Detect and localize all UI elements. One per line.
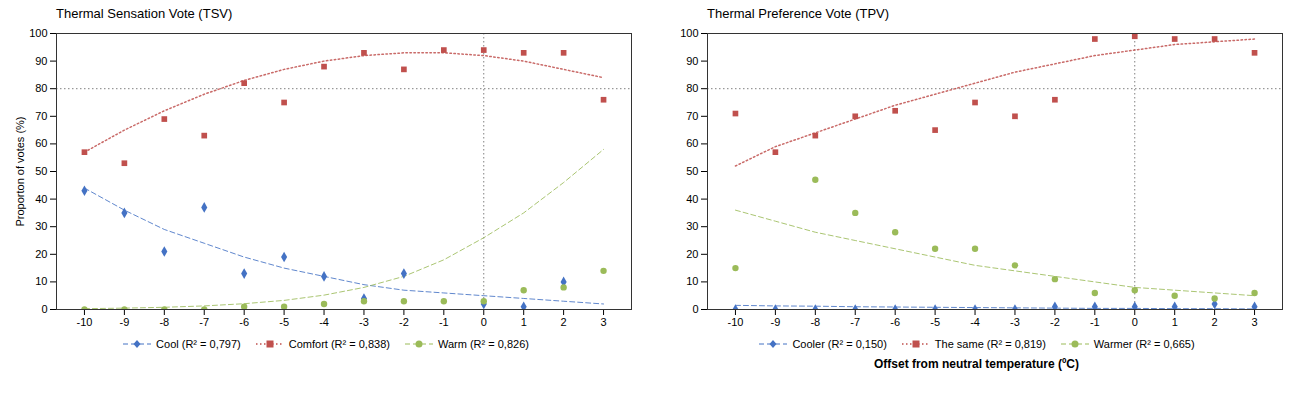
svg-text:70: 70 bbox=[35, 110, 47, 122]
svg-text:-6: -6 bbox=[239, 316, 249, 328]
html-text:The same (R² = 0,819): The same (R² = 0,819) bbox=[934, 338, 1046, 350]
svg-text:60: 60 bbox=[686, 137, 698, 149]
svg-text:10: 10 bbox=[686, 275, 698, 287]
svg-text:-5: -5 bbox=[930, 316, 940, 328]
svg-text:0: 0 bbox=[41, 303, 47, 315]
svg-text:-9: -9 bbox=[770, 316, 780, 328]
svg-text:-2: -2 bbox=[1050, 316, 1060, 328]
svg-text:2: 2 bbox=[1212, 316, 1218, 328]
svg-text:40: 40 bbox=[35, 193, 47, 205]
html-text:Thermal Preference Vote (TPV): Thermal Preference Vote (TPV) bbox=[707, 6, 890, 21]
svg-text:10: 10 bbox=[35, 275, 47, 287]
svg-text:-8: -8 bbox=[159, 316, 169, 328]
svg-text:40: 40 bbox=[686, 193, 698, 205]
svg-text:-1: -1 bbox=[439, 316, 449, 328]
html-text:Warm (R² = 0,826): Warm (R² = 0,826) bbox=[437, 338, 529, 350]
svg-text:1: 1 bbox=[1172, 316, 1178, 328]
svg-text:100: 100 bbox=[29, 27, 47, 39]
svg-text:-4: -4 bbox=[319, 316, 329, 328]
svg-text:3: 3 bbox=[600, 316, 606, 328]
svg-text:20: 20 bbox=[35, 248, 47, 260]
svg-text:2: 2 bbox=[561, 316, 567, 328]
svg-text:Proporton of votes (%): Proporton of votes (%) bbox=[14, 116, 26, 226]
svg-text:-7: -7 bbox=[850, 316, 860, 328]
html-text:Warmer (R² = 0,665): Warmer (R² = 0,665) bbox=[1093, 338, 1195, 350]
svg-text:-9: -9 bbox=[119, 316, 129, 328]
svg-text:-2: -2 bbox=[399, 316, 409, 328]
svg-text:20: 20 bbox=[686, 248, 698, 260]
svg-text:-3: -3 bbox=[359, 316, 369, 328]
svg-text:0: 0 bbox=[692, 303, 698, 315]
svg-text:-8: -8 bbox=[810, 316, 820, 328]
svg-text:0: 0 bbox=[481, 316, 487, 328]
svg-text:1: 1 bbox=[521, 316, 527, 328]
svg-text:-1: -1 bbox=[1090, 316, 1100, 328]
svg-text:80: 80 bbox=[686, 82, 698, 94]
html-text:Cool (R² = 0,797): Cool (R² = 0,797) bbox=[156, 338, 241, 350]
svg-text:-7: -7 bbox=[199, 316, 209, 328]
svg-text:50: 50 bbox=[686, 165, 698, 177]
svg-text:-3: -3 bbox=[1010, 316, 1020, 328]
svg-text:-5: -5 bbox=[279, 316, 289, 328]
html-text:Cooler (R² = 0,150): Cooler (R² = 0,150) bbox=[792, 338, 887, 350]
svg-text:-10: -10 bbox=[76, 316, 92, 328]
svg-text:90: 90 bbox=[35, 55, 47, 67]
html-text:Comfort (R² = 0,838): Comfort (R² = 0,838) bbox=[288, 338, 390, 350]
svg-text:-10: -10 bbox=[727, 316, 743, 328]
svg-text:50: 50 bbox=[35, 165, 47, 177]
html-text:Thermal Sensation Vote (TSV): Thermal Sensation Vote (TSV) bbox=[56, 6, 233, 21]
svg-text:60: 60 bbox=[35, 137, 47, 149]
svg-text:100: 100 bbox=[680, 27, 698, 39]
svg-text:90: 90 bbox=[686, 55, 698, 67]
svg-text:0: 0 bbox=[1132, 316, 1138, 328]
svg-text:-4: -4 bbox=[970, 316, 980, 328]
html-text:Offset from neutral temperatur: Offset from neutral temperature (ºC) bbox=[874, 357, 1079, 371]
svg-text:30: 30 bbox=[35, 220, 47, 232]
svg-text:3: 3 bbox=[1251, 316, 1257, 328]
svg-text:30: 30 bbox=[686, 220, 698, 232]
svg-text:70: 70 bbox=[686, 110, 698, 122]
svg-text:-6: -6 bbox=[890, 316, 900, 328]
svg-text:80: 80 bbox=[35, 82, 47, 94]
